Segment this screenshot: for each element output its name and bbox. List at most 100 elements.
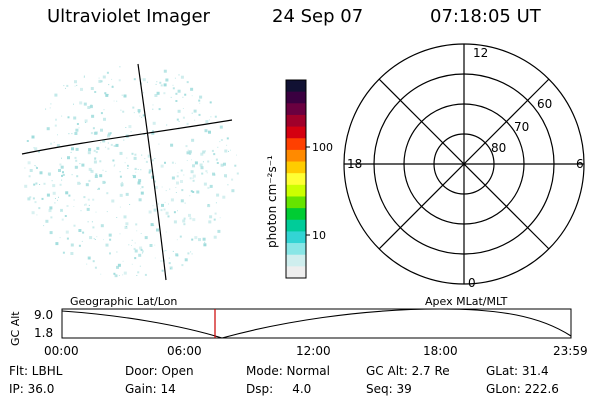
speckle — [131, 152, 134, 155]
speckle — [43, 182, 46, 185]
speckle — [160, 209, 163, 212]
speckle — [62, 171, 64, 174]
speckle — [105, 170, 107, 172]
speckle — [90, 169, 94, 173]
speckle — [154, 158, 156, 159]
speckle — [140, 188, 142, 190]
info-door: Door: Open — [125, 364, 194, 378]
speckle — [165, 211, 169, 215]
speckle — [74, 85, 76, 87]
speckle — [91, 114, 95, 118]
info-gain: Gain: 14 — [125, 382, 176, 396]
speckle — [151, 159, 154, 162]
speckle — [75, 159, 78, 162]
time-label-2359: 23:59 — [553, 344, 588, 358]
speckle — [133, 112, 135, 114]
speckle — [139, 265, 141, 267]
speckle — [94, 131, 98, 135]
mlat-label-60: 60 — [537, 97, 553, 111]
intensity-colorbar — [285, 79, 310, 279]
colorbar-cell — [286, 266, 306, 279]
longitude-line — [137, 63, 167, 281]
speckle — [96, 236, 98, 238]
speckle — [172, 87, 175, 90]
speckle — [165, 190, 167, 192]
speckle — [39, 184, 41, 185]
speckle — [184, 258, 188, 262]
colorbar-cell — [286, 103, 306, 116]
speckle — [199, 163, 203, 167]
mlat-label-80: 80 — [491, 141, 507, 155]
speckle — [189, 217, 192, 220]
speckle — [192, 164, 195, 168]
speckle — [90, 132, 93, 135]
speckle — [74, 156, 77, 159]
speckle — [61, 157, 62, 159]
speckle — [128, 244, 130, 246]
speckle — [205, 170, 208, 173]
colorbar-cell — [286, 173, 306, 186]
info-gc-alt: GC Alt: 2.7 Re — [366, 364, 450, 378]
speckle — [61, 209, 63, 211]
speckle — [134, 153, 137, 156]
speckle — [93, 238, 95, 240]
speckle — [177, 109, 181, 113]
speckle — [209, 184, 213, 188]
speckle — [120, 109, 122, 111]
speckle — [201, 172, 204, 175]
speckle — [224, 174, 227, 178]
speckle — [183, 223, 186, 226]
speckle — [119, 206, 121, 208]
speckle — [220, 163, 224, 167]
speckle — [189, 195, 191, 197]
speckle — [194, 236, 198, 240]
speckle — [217, 146, 219, 148]
speckle — [107, 134, 110, 138]
speckle — [184, 93, 187, 96]
speckle — [111, 78, 113, 80]
speckle — [154, 185, 158, 189]
speckle — [214, 212, 217, 215]
speckle — [191, 112, 193, 114]
speckle — [207, 204, 211, 208]
speckle — [115, 143, 119, 147]
speckle — [90, 87, 94, 90]
speckle — [165, 78, 169, 82]
speckle — [175, 162, 176, 164]
speckle — [24, 184, 28, 188]
speckle — [180, 75, 184, 79]
speckle — [151, 131, 155, 135]
speckle — [153, 180, 156, 183]
colorbar-frame — [285, 79, 307, 279]
speckle — [64, 215, 67, 217]
speckle — [207, 186, 210, 189]
speckle — [51, 180, 53, 182]
speckle — [83, 76, 85, 78]
speckle — [148, 171, 151, 174]
speckle — [111, 85, 114, 88]
speckle — [74, 132, 78, 135]
speckle — [165, 250, 167, 252]
colorbar-unit-label: photon cm⁻²s⁻¹ — [265, 155, 279, 248]
speckle — [156, 81, 158, 83]
speckle — [109, 252, 111, 255]
speckle — [55, 198, 56, 199]
speckle — [198, 113, 201, 116]
speckle — [141, 78, 143, 80]
speckle — [205, 120, 209, 124]
speckle — [171, 176, 175, 180]
speckle — [70, 243, 74, 247]
speckle — [131, 263, 133, 265]
altitude-curve — [61, 308, 572, 339]
speckle — [203, 243, 207, 247]
speckle — [203, 182, 207, 186]
speckle — [168, 203, 169, 205]
speckle — [34, 147, 38, 151]
speckle — [116, 265, 119, 269]
speckle — [61, 174, 63, 177]
info-ip: IP: 36.0 — [9, 382, 55, 396]
speckle — [140, 233, 142, 234]
speckle — [94, 239, 96, 240]
speckle — [125, 192, 129, 196]
speckle — [89, 105, 93, 109]
